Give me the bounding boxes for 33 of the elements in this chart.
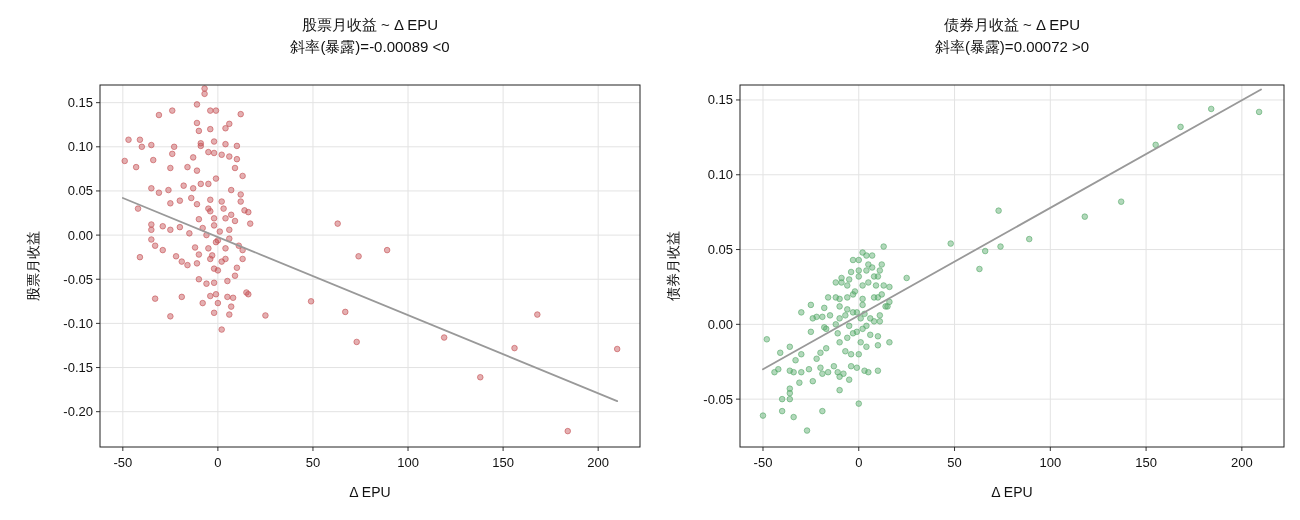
x-tick-label: -50 — [113, 455, 133, 470]
y-tick-label: -0.15 — [63, 360, 93, 376]
y-tick-label: 0.10 — [707, 167, 733, 183]
x-axis-title: Δ EPU — [349, 484, 391, 500]
x-tick-label: -50 — [753, 455, 773, 470]
y-tick-label: -0.10 — [63, 315, 93, 331]
y-tick-label: 0.10 — [67, 139, 93, 155]
x-tick-label: 100 — [397, 455, 419, 470]
x-tick-label: 100 — [1039, 455, 1062, 470]
y-tick-label: -0.20 — [63, 404, 93, 420]
x-tick-label: 0 — [214, 455, 222, 470]
y-tick-label: 0.00 — [707, 316, 733, 332]
x-tick-label: 150 — [492, 455, 514, 470]
y-tick-label: -0.05 — [63, 271, 93, 287]
chart-title: 债券月收益 ~ Δ EPU — [943, 16, 1081, 33]
y-axis-title: 股票月收益 — [25, 231, 41, 301]
x-tick-label: 200 — [587, 455, 610, 470]
chart-subtitle: 斜率(暴露)=0.00072 >0 — [934, 38, 1090, 55]
y-tick-label: 0.05 — [67, 183, 93, 199]
x-tick-label: 50 — [947, 455, 962, 470]
x-tick-label: 150 — [1135, 455, 1157, 470]
y-tick-label: 0.15 — [707, 92, 733, 108]
x-tick-label: 50 — [305, 455, 321, 470]
y-tick-label: 0.05 — [707, 242, 733, 258]
x-tick-label: 0 — [855, 455, 863, 470]
y-tick-label: 0.15 — [67, 95, 93, 111]
x-axis-title: Δ EPU — [991, 484, 1033, 500]
chart-title: 股票月收益 ~ Δ EPU — [301, 16, 439, 33]
y-axis-title: 债券月收益 — [665, 231, 681, 301]
y-tick-label: -0.05 — [703, 391, 733, 407]
x-tick-label: 200 — [1231, 455, 1253, 470]
chart-subtitle: 斜率(暴露)=-0.00089 <0 — [290, 38, 450, 55]
y-tick-label: 0.00 — [67, 227, 93, 243]
